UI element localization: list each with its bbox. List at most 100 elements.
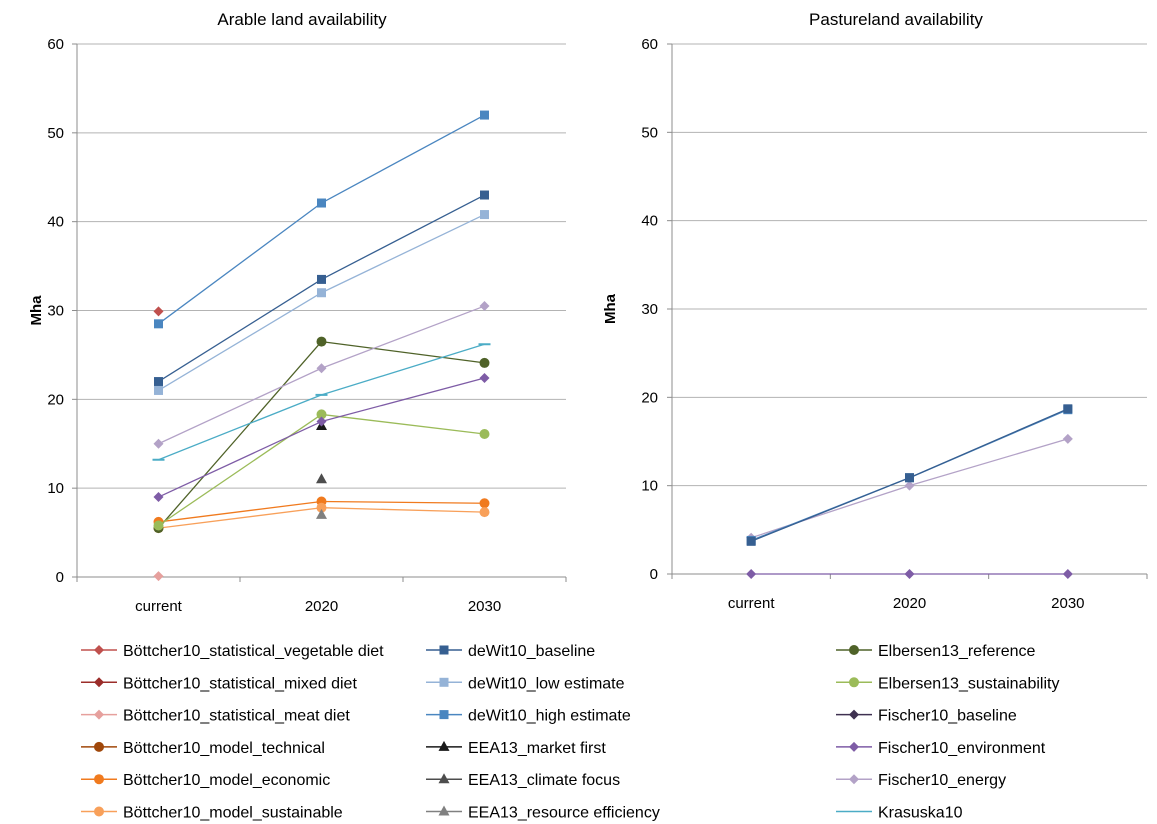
series-line-segment	[158, 507, 322, 529]
y-tick-label: 0	[56, 569, 64, 586]
series-eea13-climate-focus	[316, 473, 327, 484]
legend-marker	[849, 774, 859, 785]
x-tick-label: 2030	[1051, 595, 1084, 612]
series-b-ttcher10-model-economic	[153, 496, 490, 527]
legend-label: deWit10_low estimate	[468, 675, 625, 692]
legend-label: deWit10_high estimate	[468, 708, 631, 725]
series-elbersen13-sustainability	[153, 409, 490, 531]
legend-label: Krasuska10	[878, 805, 963, 822]
data-point	[746, 536, 756, 546]
data-point	[904, 480, 915, 491]
series-line-segment	[750, 485, 910, 539]
y-tick-label: 0	[650, 566, 658, 583]
legend-marker	[94, 677, 104, 688]
series-fischer10-energy	[746, 433, 1073, 543]
legend-label: Elbersen13_reference	[878, 643, 1036, 660]
legend: Böttcher10_statistical_vegetable diet Böt…	[81, 643, 1059, 822]
legend-marker	[438, 805, 450, 816]
series-line-segment	[158, 367, 322, 445]
data-point	[317, 288, 326, 298]
series-line-segment	[158, 202, 322, 325]
series-line-segment	[321, 213, 485, 294]
legend-marker	[94, 709, 104, 720]
legend-item-krasuska10: Krasuska10	[836, 805, 963, 822]
data-point	[316, 416, 327, 427]
x-tick-label: 2020	[893, 595, 926, 612]
data-point	[479, 498, 490, 509]
legend-item-b-ttcher10-model-technical: Böttcher10_model_technical	[81, 740, 325, 757]
data-point	[746, 569, 757, 579]
series-dewit10-baseline	[154, 190, 489, 387]
series-dewit10-low-estimate	[154, 210, 489, 395]
x-tick-label: current	[135, 598, 183, 615]
y-axis-label: Mha	[28, 295, 45, 326]
legend-marker	[439, 645, 449, 655]
y-tick-label: 60	[47, 36, 64, 53]
series-line-segment	[321, 194, 485, 280]
data-point	[904, 569, 915, 579]
series-line-segment	[321, 343, 485, 396]
legend-marker	[439, 710, 449, 720]
series-b-ttcher10-statistical-meat-diet	[153, 571, 164, 582]
data-point	[316, 363, 327, 374]
legend-label: Böttcher10_statistical_vegetable diet	[123, 643, 384, 660]
legend-item-dewit10-baseline: deWit10_baseline	[426, 643, 595, 660]
series-line-segment	[158, 341, 322, 529]
series-dewit10-baseline	[746, 404, 1073, 546]
series-eea13-resource-efficiency	[316, 508, 327, 519]
series-line-segment	[909, 438, 1069, 487]
legend-item-fischer10-baseline: Fischer10_baseline	[836, 708, 1017, 725]
legend-marker	[439, 677, 449, 687]
legend-label: Fischer10_baseline	[878, 708, 1017, 725]
series-line-segment	[321, 340, 485, 364]
y-axis-label: Mha	[602, 293, 619, 324]
legend-label: Elbersen13_sustainability	[878, 675, 1059, 692]
y-tick-label: 30	[641, 301, 658, 318]
legend-item-fischer10-environment: Fischer10_environment	[836, 740, 1046, 757]
series-fischer10-environment	[746, 569, 1073, 579]
data-point	[479, 373, 490, 384]
legend-item-b-ttcher10-model-economic: Böttcher10_model_economic	[81, 772, 330, 789]
y-tick-label: 20	[641, 389, 658, 406]
legend-marker	[438, 740, 450, 751]
legend-label: Böttcher10_model_technical	[123, 740, 325, 757]
legend-marker	[94, 806, 104, 817]
data-point	[154, 377, 163, 387]
data-point	[317, 274, 326, 284]
legend-item-elbersen13-sustainability: Elbersen13_sustainability	[836, 675, 1059, 692]
y-tick-label: 40	[641, 213, 658, 230]
x-tick-label: current	[728, 595, 776, 612]
series-line-segment	[321, 377, 485, 423]
chart-title: Pastureland availability	[809, 10, 983, 29]
data-point	[479, 357, 490, 368]
legend-label: EEA13_resource efficiency	[468, 805, 660, 822]
data-point	[154, 319, 163, 329]
data-point	[316, 336, 327, 347]
series-line-segment	[158, 413, 322, 527]
y-tick-label: 50	[641, 124, 658, 141]
data-point	[153, 306, 164, 317]
legend-item-eea13-climate-focus: EEA13_climate focus	[426, 772, 620, 789]
legend-item-eea13-resource-efficiency: EEA13_resource efficiency	[426, 805, 660, 822]
y-tick-label: 20	[47, 391, 64, 408]
legend-label: Fischer10_environment	[878, 740, 1046, 757]
legend-item-b-ttcher10-statistical-mixed-diet: Böttcher10_statistical_mixed diet	[81, 675, 357, 692]
legend-item-elbersen13-reference: Elbersen13_reference	[836, 643, 1036, 660]
series-line-segment	[909, 408, 1069, 479]
data-point	[1062, 433, 1073, 444]
series-dewit10-high-estimate	[154, 110, 489, 329]
data-point	[316, 502, 327, 513]
series-line-segment	[158, 394, 322, 461]
series-line-segment	[158, 292, 322, 392]
legend-item-b-ttcher10-statistical-meat-diet: Böttcher10_statistical_meat diet	[81, 708, 350, 725]
legend-item-eea13-market-first: EEA13_market first	[426, 740, 606, 757]
legend-label: Böttcher10_model_economic	[123, 772, 330, 789]
legend-label: EEA13_climate focus	[468, 772, 620, 789]
legend-label: deWit10_baseline	[468, 643, 595, 660]
data-point	[480, 110, 489, 120]
series-line-segment	[321, 507, 485, 513]
data-point	[479, 507, 490, 518]
data-point	[1063, 404, 1073, 414]
